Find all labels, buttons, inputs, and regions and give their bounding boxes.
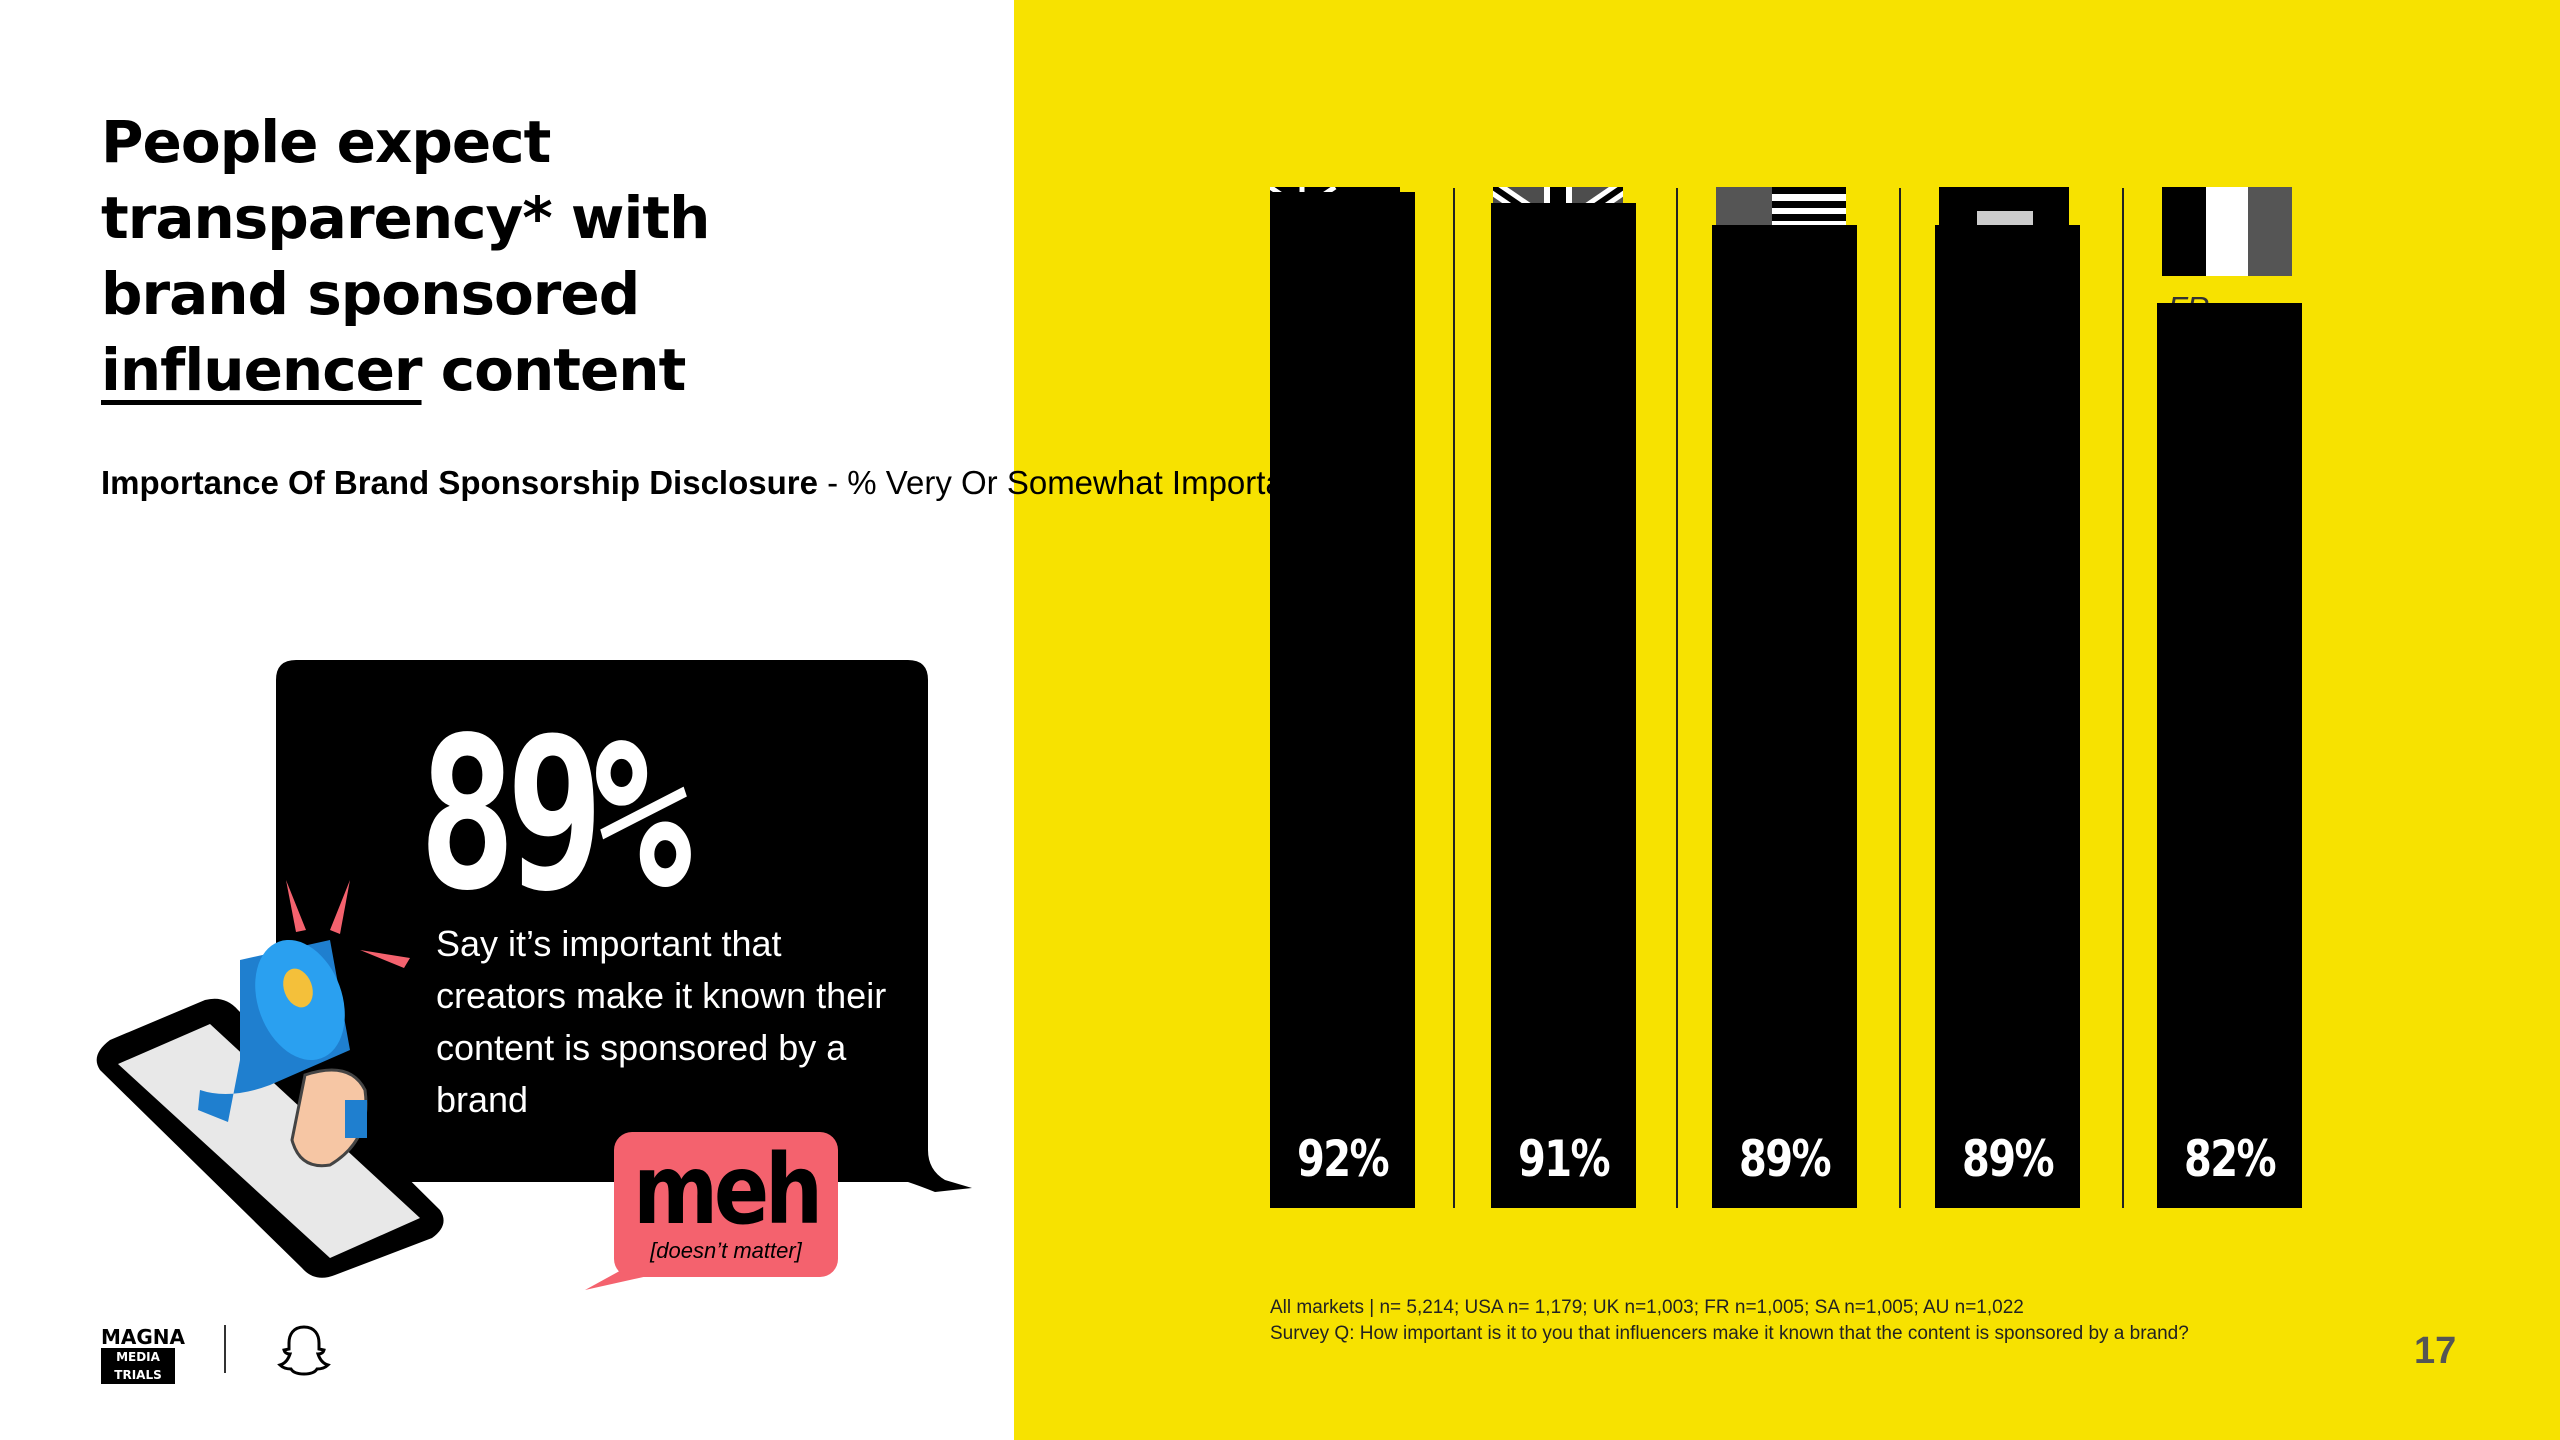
bar-chart: AU UK US SA FR 92% 91% 89% 89% 82%: [1014, 0, 2560, 1440]
meh-note: [doesn’t matter]: [650, 1238, 802, 1263]
bar-value-label: 89%: [1739, 1130, 1832, 1188]
title-line-3: brand sponsored: [101, 260, 640, 328]
magna-logo: MAGNA MEDIA TRIALS: [101, 1326, 185, 1384]
title-line-2: transparency* with: [101, 184, 710, 252]
magna-logo-bottom: MEDIA TRIALS: [101, 1348, 175, 1384]
title-line-4: content: [421, 336, 687, 404]
column-separator: [1899, 188, 1901, 1208]
meh-bubble: meh [doesn’t matter]: [614, 1132, 838, 1277]
headline-stat-value: 89%: [418, 692, 692, 937]
title-line-1: People expect: [101, 108, 551, 176]
bar: [1491, 203, 1636, 1208]
france-flag-icon: [2162, 187, 2292, 276]
stat-description: Say it’s important that creators make it…: [436, 923, 887, 1120]
bar-value-label: 82%: [2184, 1130, 2277, 1188]
logo-divider: [224, 1325, 226, 1373]
bar: [2157, 303, 2302, 1208]
bar: [1935, 225, 2080, 1208]
column-separator: [1676, 188, 1678, 1208]
title-underlined-word: influencer: [101, 336, 423, 404]
magna-logo-top: MAGNA: [101, 1325, 186, 1349]
footnote: All markets | n= 5,214; USA n= 1,179; UK…: [1270, 1295, 2370, 1347]
page-title: People expect transparency* with brand s…: [101, 104, 721, 408]
bar-value-label: 89%: [1962, 1130, 2055, 1188]
bar-value-label: 92%: [1297, 1130, 1390, 1188]
subtitle-bold: Importance Of Brand Sponsorship Disclosu…: [101, 464, 818, 501]
page-number: 17: [2414, 1330, 2457, 1372]
footnote-sample: All markets | n= 5,214; USA n= 1,179; UK…: [1270, 1297, 2024, 1318]
meh-word: meh: [633, 1134, 823, 1246]
subtitle-rest: - % Very Or Somewhat Important: [817, 464, 1312, 501]
column-separator: [1453, 188, 1455, 1208]
bar: [1712, 225, 1857, 1208]
footnote-question: Survey Q: How important is it to you tha…: [1270, 1323, 2189, 1344]
bar-value-label: 91%: [1518, 1130, 1611, 1188]
ghost-icon: [277, 1325, 331, 1376]
chart-subtitle: Importance Of Brand Sponsorship Disclosu…: [101, 462, 1311, 504]
column-separator: [2122, 188, 2124, 1208]
bar: [1270, 192, 1415, 1208]
